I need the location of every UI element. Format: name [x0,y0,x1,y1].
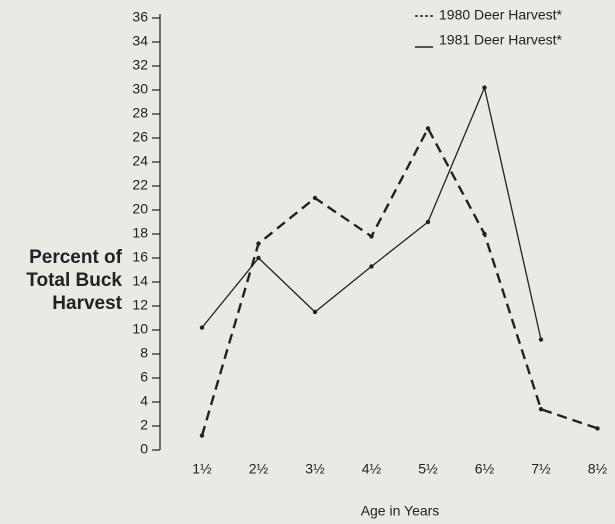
x-tick-label: 8½ [588,461,608,477]
y-tick-label: 32 [132,57,148,73]
point [595,426,600,431]
y-tick-label: 22 [132,177,148,193]
y-tick-label: 2 [140,417,148,433]
y-tick-label: 26 [132,129,148,145]
y-tick-label: 8 [140,345,148,361]
y-tick-label: 6 [140,369,148,385]
y-axis-label: Percent of Total Buck Harvest [26,247,122,314]
y-tick-label: 36 [132,9,148,25]
point [199,325,205,330]
x-axis-label: Age in Years [361,503,440,519]
y-tick-label: 20 [132,201,148,217]
point [256,241,261,246]
point [482,85,487,90]
series-line [200,125,598,436]
y-tick-label: 0 [140,441,148,457]
point [312,195,318,201]
y-tick-label: 34 [132,33,148,49]
point [538,337,544,342]
y-tick-label: 24 [132,153,148,169]
point [482,231,487,237]
point [425,126,431,131]
x-tick-label: 6½ [475,461,495,477]
y-tick-label: 12 [132,297,148,313]
y-tick-label: 10 [132,321,148,337]
series-line [201,85,542,340]
x-tick-label: 5½ [418,461,438,477]
x-tick-label: 4½ [362,461,382,477]
x-tick-label: 1½ [192,461,212,477]
legend-label: 1981 Deer Harvest* [439,32,563,48]
point [369,234,374,239]
point [312,309,318,315]
x-tick-label: 7½ [531,461,551,477]
point [538,407,544,412]
point [256,255,261,261]
point [199,433,205,438]
y-tick-label: 18 [132,225,148,241]
x-tick-label: 2½ [249,461,269,477]
y-tick-label: 28 [132,105,148,121]
point [425,219,431,225]
point [369,264,374,269]
x-tick-label: 3½ [305,461,325,477]
legend-label: 1980 Deer Harvest* [439,7,563,23]
y-tick-label: 4 [140,393,148,409]
y-tick-label: 30 [132,81,148,97]
y-tick-label: 16 [132,249,148,265]
y-tick-label: 14 [132,273,148,289]
